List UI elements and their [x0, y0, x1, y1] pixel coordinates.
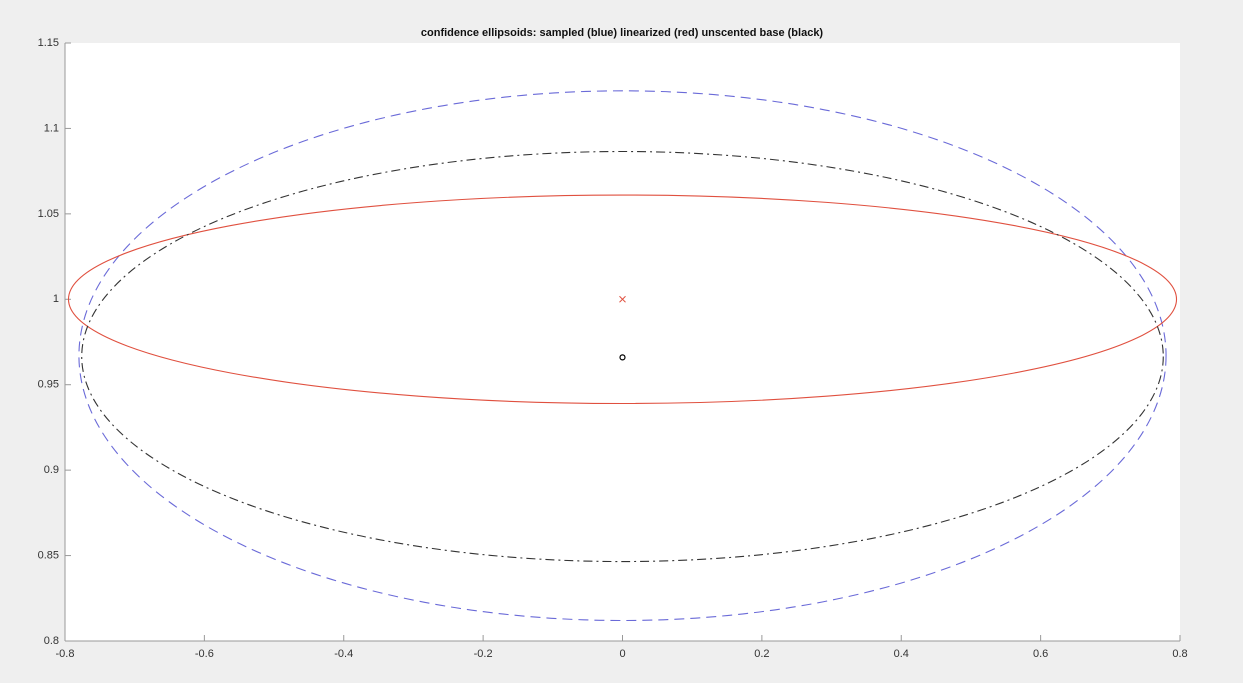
y-tick-label: 1: [53, 293, 59, 305]
center-marker: [619, 295, 626, 303]
y-tick-label: 1.15: [38, 37, 59, 49]
x-tick-label: -0.6: [195, 648, 214, 660]
x-tick-label: 0.6: [1033, 648, 1048, 660]
x-tick-label: 0.2: [754, 648, 769, 660]
y-tick-label: 0.8: [44, 635, 59, 647]
plot-area: [65, 43, 1180, 641]
center-marker: [619, 354, 626, 361]
x-tick-label: 0.8: [1172, 648, 1187, 660]
y-tick-label: 0.9: [44, 464, 59, 476]
x-tick-label: 0: [619, 648, 625, 660]
x-tick-label: -0.2: [474, 648, 493, 660]
x-tick-label: 0.4: [894, 648, 909, 660]
x-tick-label: -0.8: [56, 648, 75, 660]
confidence-ellipse: [67, 194, 1178, 405]
y-tick-label: 1.1: [44, 122, 59, 134]
confidence-ellipse: [78, 90, 1167, 622]
y-tick-label: 0.95: [38, 379, 59, 391]
confidence-ellipse: [81, 150, 1164, 563]
y-tick-label: 1.05: [38, 208, 59, 220]
x-tick-label: -0.4: [334, 648, 353, 660]
y-tick-label: 0.85: [38, 549, 59, 561]
chart-title: confidence ellipsoids: sampled (blue) li…: [421, 27, 824, 39]
